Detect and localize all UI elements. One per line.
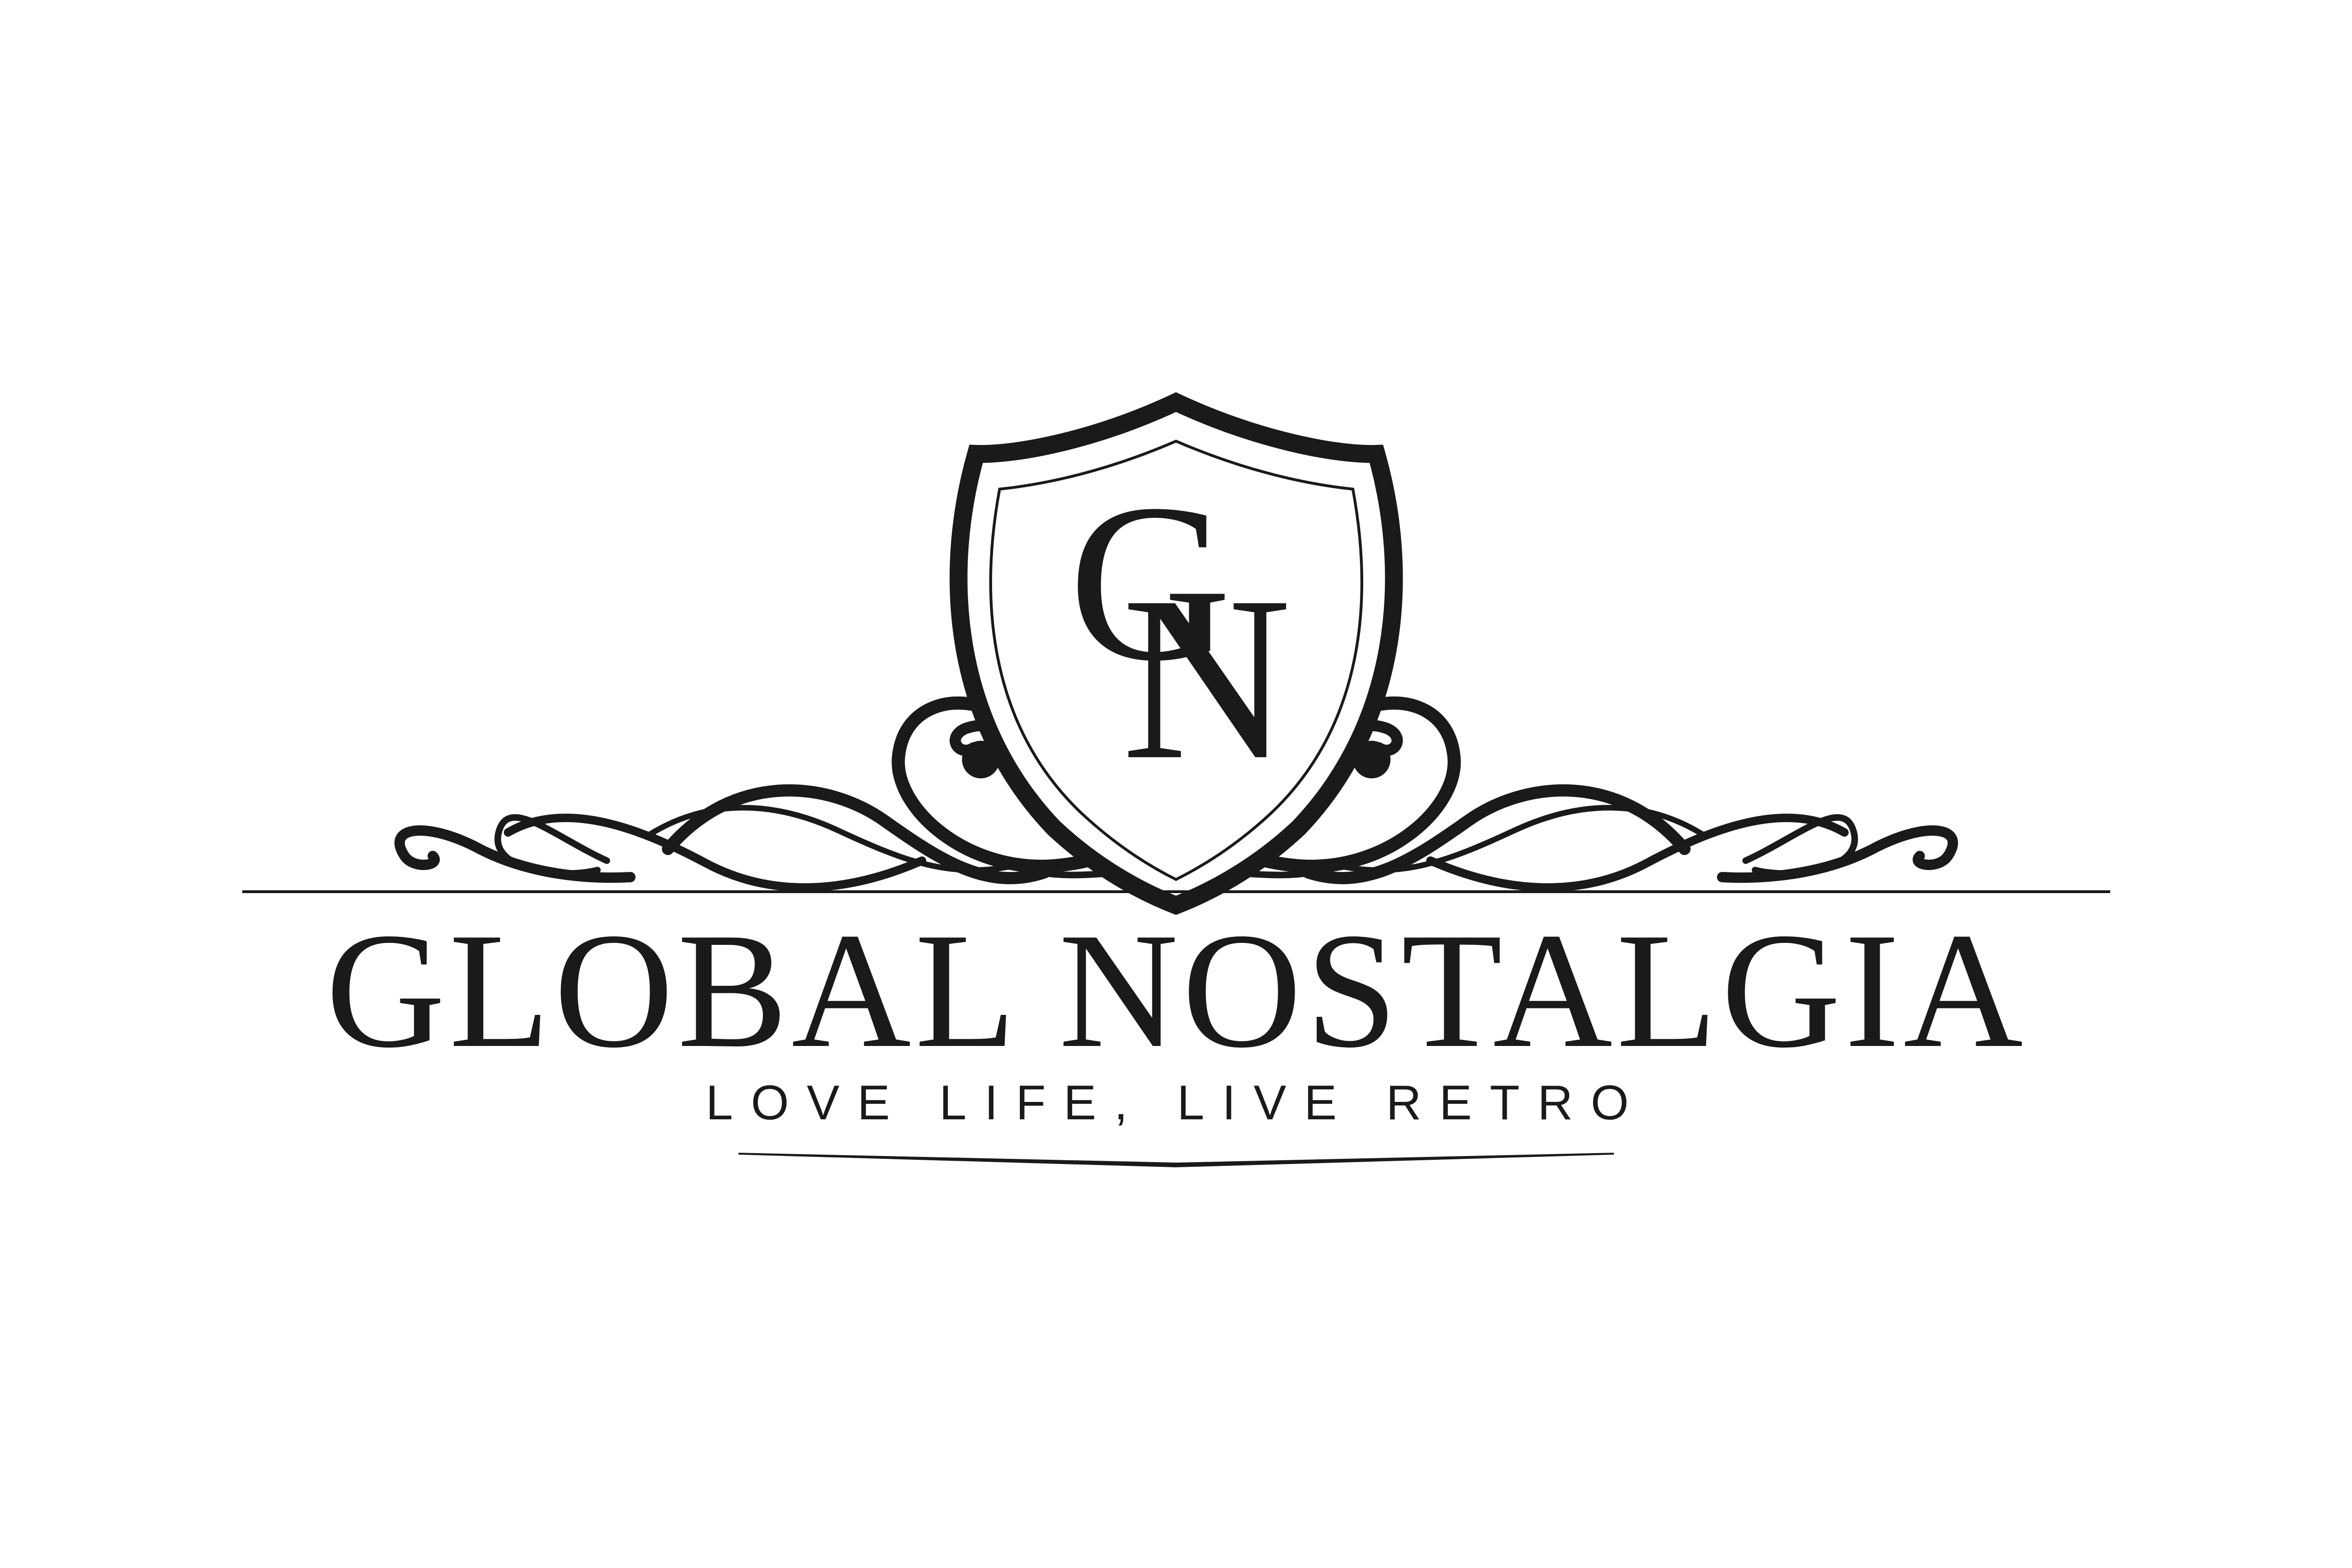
monogram-g: G bbox=[1069, 457, 1232, 707]
monogram-n: N bbox=[1121, 548, 1291, 808]
tagline: LOVE LIFE, LIVE RETRO bbox=[706, 1076, 1647, 1130]
divider-line bbox=[242, 890, 2110, 893]
bottom-underline bbox=[739, 1153, 1614, 1167]
monogram: G N bbox=[1069, 457, 1292, 808]
brand-name: GLOBAL NOSTALGIA bbox=[326, 899, 2027, 1082]
shield-icon bbox=[949, 392, 1403, 915]
